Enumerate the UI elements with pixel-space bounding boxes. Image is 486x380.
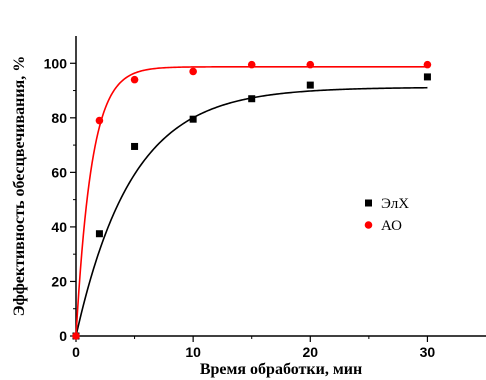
data-point-square bbox=[248, 95, 256, 103]
x-tick-label: 0 bbox=[72, 344, 80, 360]
y-axis-title: Эффективность обесцвечивания, % bbox=[11, 56, 28, 316]
legend-marker bbox=[365, 199, 372, 207]
legend-marker bbox=[364, 221, 373, 229]
x-tick-label: 30 bbox=[420, 344, 436, 360]
y-tick-label: 80 bbox=[51, 110, 67, 126]
legend: ЭлХ АО bbox=[364, 196, 409, 234]
x-axis-title: Время обработки, мин bbox=[200, 361, 362, 378]
data-point-circle bbox=[130, 75, 139, 84]
data-point-square bbox=[189, 115, 197, 123]
legend-label: АО bbox=[381, 218, 402, 234]
fit-curve-1 bbox=[75, 66, 428, 337]
data-point-square bbox=[95, 230, 103, 238]
legend-label: ЭлХ bbox=[381, 196, 409, 212]
data-point-square bbox=[131, 142, 139, 150]
data-point-circle bbox=[306, 60, 315, 69]
data-point-circle bbox=[247, 60, 256, 69]
x-tick-label: 20 bbox=[302, 344, 318, 360]
y-tick-label: 60 bbox=[51, 164, 67, 180]
data-point-circle bbox=[189, 67, 197, 76]
y-tick-label: 0 bbox=[59, 328, 67, 344]
x-tick-label: 10 bbox=[185, 344, 201, 360]
data-point-circle bbox=[423, 60, 432, 69]
data-point-circle bbox=[72, 332, 80, 340]
data-point-square bbox=[306, 81, 314, 89]
y-tick-label: 40 bbox=[51, 219, 67, 235]
y-tick-label: 20 bbox=[51, 273, 67, 289]
data-point-circle bbox=[95, 116, 104, 125]
data-point-square bbox=[423, 73, 431, 81]
fit-curve-0 bbox=[75, 86, 428, 337]
y-tick-label: 100 bbox=[44, 55, 68, 71]
plot-area: 0 20 40 60 80 100 0 10 20 30 bbox=[44, 36, 486, 360]
